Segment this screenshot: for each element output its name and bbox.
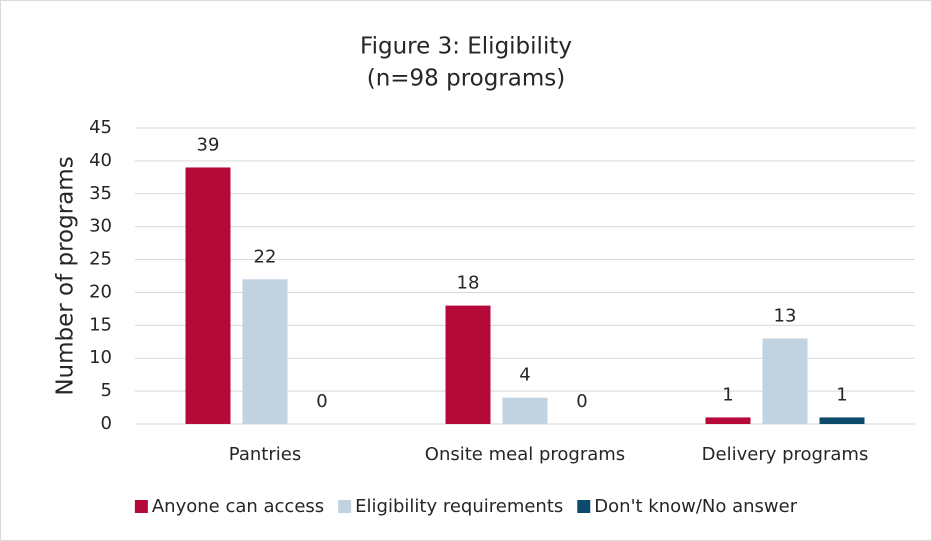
bar — [242, 279, 288, 424]
bar — [502, 397, 548, 424]
bar — [762, 338, 808, 424]
y-tick-label: 15 — [89, 314, 112, 335]
data-label: 0 — [576, 391, 587, 412]
legend-label: Eligibility requirements — [355, 496, 563, 517]
y-tick-label: 45 — [89, 117, 112, 138]
data-label: 4 — [519, 365, 530, 386]
data-label: 18 — [457, 273, 480, 294]
y-tick-label: 0 — [101, 413, 112, 434]
legend-swatch — [134, 500, 148, 513]
chart-subtitle: (n=98 programs) — [367, 66, 566, 92]
data-label: 13 — [774, 305, 797, 326]
bar — [705, 417, 751, 424]
legend-swatch — [338, 500, 352, 513]
legend-label: Don't know/No answer — [594, 496, 797, 517]
data-label: 0 — [316, 391, 327, 412]
data-label: 39 — [197, 134, 220, 155]
legend-label: Anyone can access — [152, 496, 324, 517]
data-label: 1 — [836, 384, 847, 405]
y-tick-label: 5 — [101, 380, 112, 401]
data-label: 22 — [254, 246, 277, 267]
bar — [819, 417, 865, 424]
y-tick-label: 30 — [89, 216, 112, 237]
data-label: 1 — [722, 384, 733, 405]
y-tick-label: 25 — [89, 249, 112, 270]
legend-swatch — [577, 500, 591, 513]
bar — [445, 305, 491, 424]
y-tick-label: 40 — [89, 150, 112, 171]
y-tick-label: 20 — [89, 281, 112, 302]
y-tick-label: 10 — [89, 347, 112, 368]
x-tick-label: Onsite meal programs — [425, 444, 625, 465]
x-tick-label: Delivery programs — [702, 444, 869, 465]
y-axis-label: Number of programs — [53, 156, 79, 395]
x-tick-label: Pantries — [229, 444, 301, 465]
chart-title: Figure 3: Eligibility — [360, 34, 572, 60]
y-tick-label: 35 — [89, 183, 112, 204]
bar — [185, 167, 231, 424]
